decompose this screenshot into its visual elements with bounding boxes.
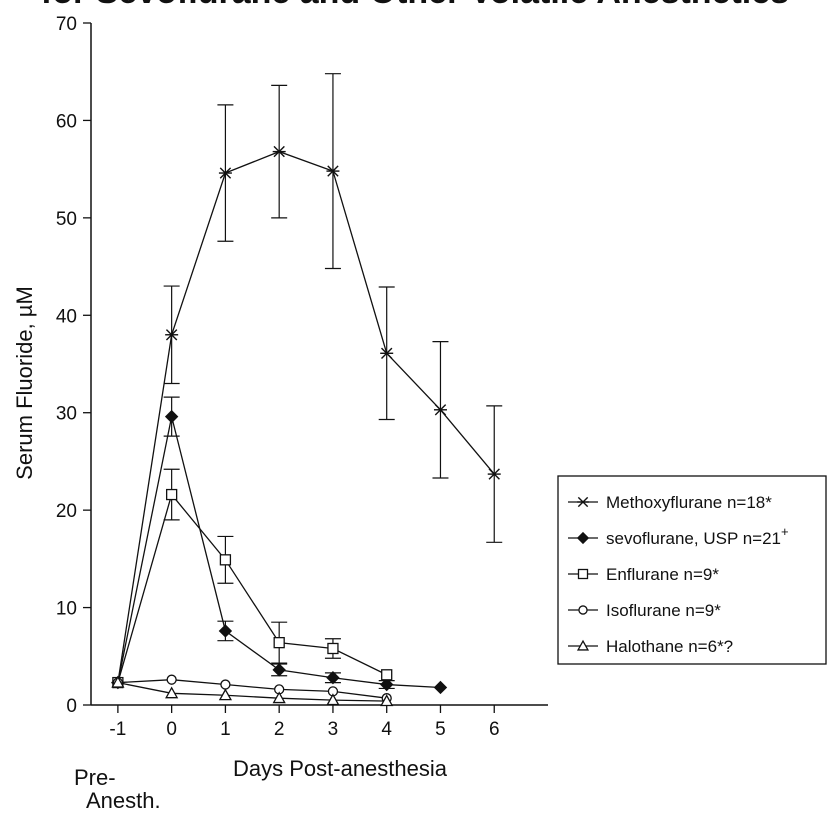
- data-point-asterisk: [577, 496, 589, 508]
- series-line: [117, 150, 495, 683]
- y-tick-label: 20: [56, 501, 77, 522]
- data-point-diamond: [379, 677, 394, 692]
- x-tick-label: -1: [109, 719, 126, 740]
- data-point-diamond: [218, 624, 233, 638]
- y-tick-label: 50: [56, 209, 77, 230]
- data-point-asterisk: [165, 329, 179, 341]
- pre-anesth-label-line2: Anesth.: [86, 788, 161, 813]
- y-axis-title: Serum Fluoride, µM: [12, 286, 37, 480]
- data-point-square: [381, 669, 393, 681]
- axes: 0 10 20 30 40 50 60 70 -1 0 1 2 3 4 5 6: [56, 14, 548, 740]
- x-tick-label: 5: [435, 719, 446, 740]
- legend-label: Halothane n=6*?: [606, 637, 733, 656]
- data-point-square: [327, 642, 339, 655]
- data-point-triangle: [165, 686, 179, 699]
- x-tick-label: 4: [381, 719, 392, 740]
- series-open-triangle: [111, 675, 394, 707]
- y-tick-label: 40: [56, 306, 77, 327]
- legend-box: [557, 475, 827, 665]
- y-tick-label: 70: [56, 14, 77, 35]
- data-point-diamond: [576, 531, 590, 545]
- data-point-triangle: [218, 688, 233, 701]
- x-tick-label: 6: [489, 719, 500, 740]
- data-point-triangle: [576, 639, 590, 651]
- data-point-asterisk: [326, 165, 340, 177]
- data-point-diamond: [164, 409, 179, 424]
- data-point-square: [273, 636, 285, 649]
- y-tick-label: 60: [56, 111, 77, 132]
- data-point-asterisk: [218, 167, 232, 179]
- series-line: [117, 493, 387, 683]
- series-line: [117, 679, 387, 699]
- legend: Methoxyflurane n=18*sevoflurane, USP n=2…: [557, 475, 827, 665]
- x-tick-label: 3: [328, 719, 339, 740]
- series-line: [117, 681, 387, 702]
- data-point-triangle: [272, 691, 286, 704]
- data-point-asterisk: [433, 404, 447, 416]
- data-point-asterisk: [380, 347, 394, 359]
- x-tick-label: 0: [166, 719, 177, 740]
- data-point-diamond: [433, 680, 448, 695]
- data-point-square: [165, 488, 178, 501]
- legend-label: Enflurane n=9*: [606, 565, 719, 584]
- data-point-diamond: [326, 671, 340, 685]
- series-filled-diamond: [111, 396, 448, 695]
- data-point-triangle: [111, 675, 125, 688]
- data-point-square: [577, 568, 589, 580]
- data-point-circle: [578, 605, 588, 615]
- data-point-square: [219, 554, 232, 566]
- y-tick-label: 0: [66, 696, 77, 717]
- legend-label: Isoflurane n=9*: [606, 601, 721, 620]
- data-point-circle: [220, 679, 231, 690]
- legend-item: Halothane n=6*?: [568, 637, 733, 656]
- data-point-asterisk: [487, 468, 501, 480]
- x-axis-title: Days Post-anesthesia: [233, 756, 448, 781]
- chart-title: for Sevoflurane and Other Volatile Anest…: [0, 0, 830, 12]
- legend-item: Isoflurane n=9*: [568, 601, 721, 620]
- legend-item: Methoxyflurane n=18*: [568, 493, 772, 512]
- data-point-triangle: [380, 694, 394, 707]
- y-tick-label: 30: [56, 404, 77, 425]
- series-asterisk: [111, 73, 503, 689]
- data-point-triangle: [326, 693, 340, 706]
- data-point-circle: [166, 674, 177, 685]
- pre-anesth-label-line1: Pre-: [74, 765, 116, 790]
- x-tick-label: 1: [220, 719, 231, 740]
- data-point-diamond: [272, 663, 286, 677]
- data-point-asterisk: [272, 145, 286, 158]
- x-tick-label: 2: [274, 719, 285, 740]
- legend-label: Methoxyflurane n=18*: [606, 493, 772, 512]
- series-layer: [111, 73, 503, 707]
- legend-item: Enflurane n=9*: [568, 565, 719, 584]
- y-tick-label: 10: [56, 599, 77, 620]
